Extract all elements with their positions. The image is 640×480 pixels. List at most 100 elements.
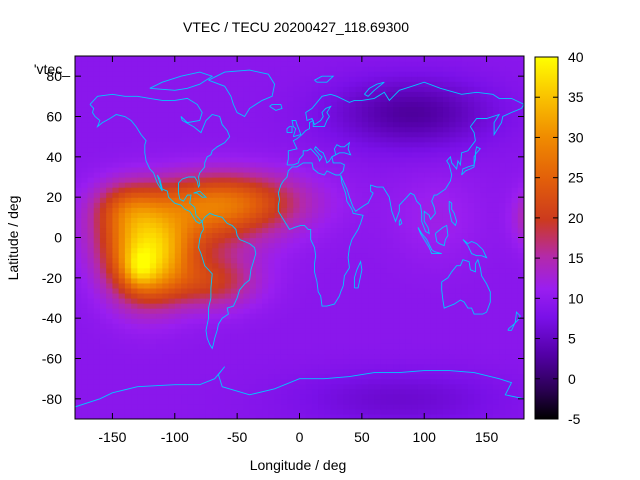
heatmap-cell [399,398,407,405]
heatmap-cell [467,212,475,218]
heatmap-cell [137,207,145,213]
heatmap-cell [181,242,188,249]
heatmap-cell [368,76,375,82]
heatmap-cell [405,136,413,143]
heatmap-cell [199,282,207,289]
heatmap-cell [162,151,170,158]
heatmap-cell [511,71,519,77]
heatmap-cell [424,192,432,198]
heatmap-cell [93,207,101,213]
heatmap-cell [212,136,220,143]
heatmap-cell [143,287,151,294]
heatmap-cell [349,187,357,193]
heatmap-cell [149,408,157,415]
heatmap-cell [93,66,101,72]
heatmap-cell [193,76,201,82]
heatmap-cell [149,303,157,309]
heatmap-cell [156,388,163,395]
heatmap-cell [274,182,282,188]
heatmap-cell [99,151,107,158]
heatmap-cell [461,388,469,395]
heatmap-cell [143,146,151,153]
heatmap-cell [361,323,369,329]
heatmap-cell [486,358,494,365]
heatmap-cell [199,388,207,395]
heatmap-cell [474,141,481,148]
heatmap-cell [368,282,375,289]
heatmap-cell [343,161,350,168]
heatmap-cell [380,111,388,118]
heatmap-cell [249,313,257,319]
heatmap-cell [417,282,425,289]
heatmap-cell [137,348,145,355]
heatmap-cell [355,257,363,264]
heatmap-cell [249,267,257,274]
heatmap-cell [393,187,400,193]
heatmap-cell [280,328,288,334]
heatmap-cell [436,333,444,339]
heatmap-cell [124,126,132,133]
heatmap-cell [99,262,107,269]
heatmap-cell [293,398,301,405]
heatmap-cell [137,363,145,370]
heatmap-cell [386,207,394,213]
heatmap-cell [99,197,107,203]
heatmap-cell [355,207,363,213]
heatmap-cell [449,333,457,339]
heatmap-cell [112,298,120,304]
heatmap-cell [205,222,213,229]
heatmap-cell [112,81,120,87]
heatmap-cell [143,368,151,375]
heatmap-cell [324,192,332,198]
heatmap-cell [249,227,257,234]
heatmap-cell [174,308,182,314]
heatmap-cell [199,106,207,113]
heatmap-cell [149,207,157,213]
heatmap-cell [386,393,394,400]
heatmap-cell [81,242,89,249]
heatmap-cell [361,86,369,92]
heatmap-cell [486,81,494,87]
heatmap-cell [411,353,419,360]
heatmap-cell [455,197,463,203]
heatmap-cell [268,353,276,360]
heatmap-cell [449,368,457,375]
heatmap-cell [361,353,369,360]
heatmap-cell [187,222,195,229]
heatmap-cell [118,358,126,365]
heatmap-cell [99,237,107,244]
heatmap-cell [361,242,369,249]
heatmap-cell [455,308,463,314]
heatmap-cell [205,338,213,344]
heatmap-cell [449,237,457,244]
heatmap-cell [255,383,263,390]
heatmap-cell [149,242,157,249]
heatmap-cell [162,313,170,319]
heatmap-cell [81,358,89,365]
heatmap-cell [293,318,301,324]
heatmap-cell [287,328,294,334]
heatmap-cell [311,363,319,370]
heatmap-cell [311,282,319,289]
heatmap-cell [280,353,288,360]
heatmap-cell [143,101,151,108]
heatmap-cell [305,202,313,208]
heatmap-cell [386,111,394,118]
heatmap-cell [474,272,481,279]
heatmap-cell [405,197,413,203]
heatmap-cell [212,106,220,113]
heatmap-cell [330,287,338,294]
heatmap-cell [187,318,195,324]
heatmap-cell [268,151,276,158]
heatmap-cell [193,66,201,72]
heatmap-cell [430,151,438,158]
heatmap-cell [124,136,132,143]
heatmap-cell [293,156,301,163]
heatmap-cell [511,222,519,229]
heatmap-cell [118,91,126,97]
heatmap-cell [499,313,506,319]
heatmap-cell [386,277,394,284]
heatmap-cell [274,313,282,319]
heatmap-cell [205,262,213,269]
heatmap-cell [318,136,326,143]
